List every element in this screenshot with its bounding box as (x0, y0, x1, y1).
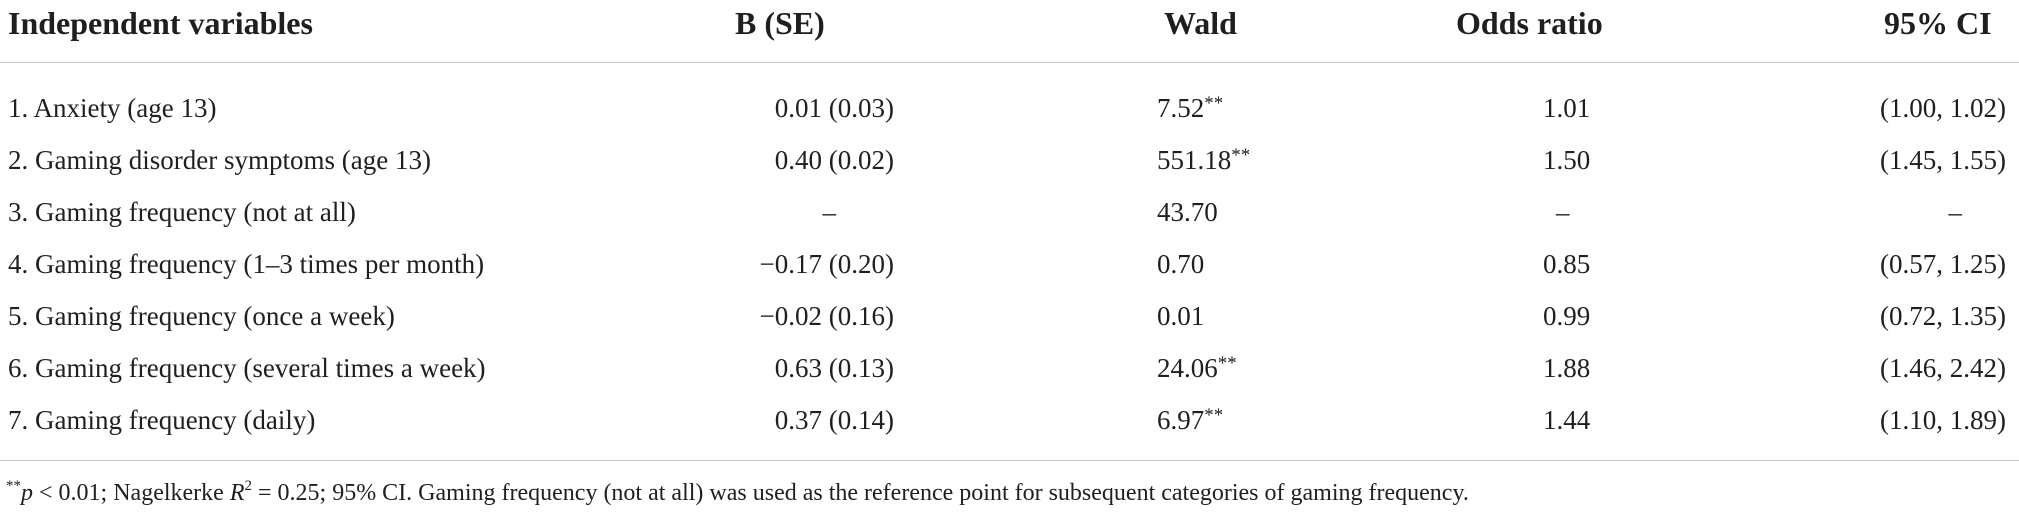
row-label: 6. Gaming frequency (several times a wee… (8, 353, 486, 383)
cell-wald: 7.52** (1157, 82, 1223, 134)
wald-value: 6.97 (1157, 405, 1205, 435)
cell-b-se: 0.37 (0.14) (774, 405, 894, 435)
cell-wald: 43.70 (1157, 186, 1218, 238)
cell-odds-ratio: 1.50 (1543, 145, 1591, 175)
cell-ci: (0.72, 1.35) (1880, 301, 2006, 331)
row-label: 1. Anxiety (age 13) (8, 93, 217, 123)
wald-value: 0.70 (1157, 249, 1205, 279)
cell-b-se: 0.63 (0.13) (774, 353, 894, 383)
cell-ci: (1.00, 1.02) (1880, 93, 2006, 123)
wald-value: 7.52 (1157, 93, 1205, 123)
footnote-p-text: < 0.01; Nagelkerke (33, 480, 230, 506)
cell-b-se: – (822, 197, 837, 227)
wald-significance: ** (1231, 145, 1251, 166)
table-row: 6. Gaming frequency (several times a wee… (0, 342, 2019, 394)
row-label: 2. Gaming disorder symptoms (age 13) (8, 145, 431, 175)
cell-wald: 6.97** (1157, 394, 1223, 446)
row-label: 5. Gaming frequency (once a week) (8, 301, 395, 331)
cell-odds-ratio: 0.99 (1543, 301, 1591, 331)
footnote-stars: ** (6, 478, 21, 494)
footnote-r-symbol: R (229, 480, 245, 506)
cell-wald: 0.70 (1157, 238, 1204, 290)
table-row: 5. Gaming frequency (once a week) −0.02 (… (0, 290, 2019, 342)
wald-value: 551.18 (1157, 145, 1232, 175)
cell-odds-ratio: 0.85 (1543, 249, 1591, 279)
cell-wald: 0.01 (1157, 290, 1204, 342)
cell-ci: (1.10, 1.89) (1880, 405, 2006, 435)
cell-ci: (1.45, 1.55) (1880, 145, 2006, 175)
header-ci: 95% CI (1884, 5, 1992, 41)
footnote-r-exponent: 2 (244, 478, 252, 494)
table-header-row: Independent variables B (SE) Wald Odds r… (0, 0, 2019, 62)
table-row: 4. Gaming frequency (1–3 times per month… (0, 238, 2019, 290)
row-label: 4. Gaming frequency (1–3 times per month… (8, 249, 485, 279)
wald-value: 43.70 (1157, 197, 1218, 227)
cell-b-se: −0.02 (0.16) (759, 301, 894, 331)
cell-wald: 24.06** (1157, 342, 1237, 394)
header-b-se: B (SE) (735, 5, 825, 41)
row-label: 3. Gaming frequency (not at all) (8, 197, 356, 227)
cell-wald: 551.18** (1157, 134, 1250, 186)
cell-b-se: −0.17 (0.20) (759, 249, 894, 279)
header-independent-variables: Independent variables (8, 5, 313, 41)
cell-odds-ratio: 1.44 (1543, 405, 1591, 435)
table-row: 7. Gaming frequency (daily) 0.37 (0.14) 6.… (0, 394, 2019, 446)
table-row: 2. Gaming disorder symptoms (age 13) 0.40… (0, 134, 2019, 186)
header-wald: Wald (1164, 5, 1237, 41)
cell-ci: (1.46, 2.42) (1880, 353, 2006, 383)
footnote-p-symbol: p (21, 480, 33, 506)
table-row: 1. Anxiety (age 13) 0.01 (0.03) 7.52** 1.01… (0, 82, 2019, 134)
wald-significance: ** (1204, 93, 1224, 114)
wald-significance: ** (1204, 405, 1224, 426)
cell-ci: – (1948, 197, 1963, 227)
wald-significance: ** (1217, 353, 1237, 374)
cell-odds-ratio: 1.88 (1543, 353, 1591, 383)
header-divider (0, 62, 2019, 63)
cell-odds-ratio: – (1556, 197, 1570, 227)
cell-b-se: 0.01 (0.03) (774, 93, 894, 123)
wald-value: 0.01 (1157, 301, 1205, 331)
table-footnote: **p < 0.01; Nagelkerke R2 = 0.25; 95% CI… (6, 476, 1469, 510)
footnote-rest: = 0.25; 95% CI. Gaming frequency (not at… (251, 480, 1469, 506)
row-label: 7. Gaming frequency (daily) (8, 405, 316, 435)
table-row: 3. Gaming frequency (not at all) – 43.70 – – (0, 186, 2019, 238)
header-odds-ratio: Odds ratio (1456, 5, 1603, 41)
cell-ci: (0.57, 1.25) (1880, 249, 2006, 279)
cell-b-se: 0.40 (0.02) (774, 145, 894, 175)
table-bottom-divider (0, 460, 2019, 461)
cell-odds-ratio: 1.01 (1543, 93, 1591, 123)
wald-value: 24.06 (1157, 353, 1218, 383)
